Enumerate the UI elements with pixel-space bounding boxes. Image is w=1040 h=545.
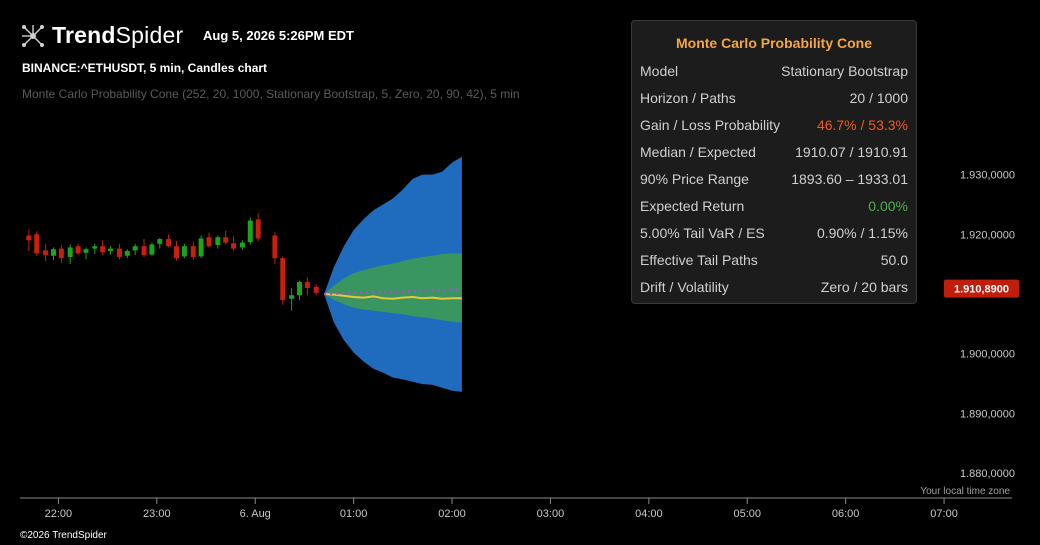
candle-body — [132, 246, 138, 251]
stats-row-label: 5.00% Tail VaR / ES — [640, 225, 765, 241]
candle-body — [272, 235, 278, 259]
x-tick-label: 01:00 — [340, 508, 368, 520]
x-tick-label: 04:00 — [635, 508, 663, 520]
candle-body — [50, 249, 56, 256]
stats-row-value: 1893.60 – 1933.01 — [791, 171, 908, 187]
indicator-line[interactable]: Monte Carlo Probability Cone (252, 20, 1… — [22, 87, 520, 101]
brand-logo: TrendSpider — [20, 22, 183, 49]
x-tick-label: 06:00 — [832, 508, 860, 520]
candle-body — [206, 237, 212, 247]
x-tick-label: 03:00 — [537, 508, 565, 520]
stats-row-label: Drift / Volatility — [640, 279, 729, 295]
candle-body — [34, 234, 40, 254]
x-tick-label: 22:00 — [45, 508, 73, 520]
trendspider-logo-icon — [22, 24, 44, 47]
candle-body — [116, 248, 122, 257]
stats-row: Model Stationary Bootstrap — [640, 58, 908, 85]
stats-row: 5.00% Tail VaR / ES 0.90% / 1.15% — [640, 220, 908, 247]
candle-body — [173, 246, 179, 259]
monte-carlo-stats-panel: Monte Carlo Probability Cone Model Statio… — [631, 20, 917, 304]
stats-row-label: Median / Expected — [640, 144, 756, 160]
candle-body — [255, 219, 261, 239]
stats-rows: Model Stationary Bootstrap Horizon / Paths… — [640, 58, 908, 301]
last-price-label: 1.910,8900 — [954, 284, 1009, 296]
stats-row-value: 46.7% / 53.3% — [816, 117, 908, 133]
brand-name: TrendSpider — [52, 22, 184, 48]
y-tick-label: 1.920,0000 — [960, 229, 1015, 241]
candle-body — [181, 246, 187, 257]
cone-expected-line — [324, 288, 462, 296]
candle-body — [190, 246, 196, 257]
candle-body — [58, 248, 64, 259]
stats-row-value: Zero / 20 bars — [820, 279, 908, 295]
candle-body — [149, 244, 155, 255]
candle-body — [231, 243, 237, 249]
candle-body — [157, 239, 163, 244]
stats-row: Gain / Loss Probability 46.7% / 53.3% — [640, 112, 908, 139]
y-tick-label: 1.900,0000 — [960, 349, 1015, 361]
y-tick-label: 1.880,0000 — [960, 468, 1015, 480]
stats-row: Median / Expected 1910.07 / 1910.91 — [640, 139, 908, 166]
x-tick-label: 05:00 — [733, 508, 761, 520]
stats-row-label: Effective Tail Paths — [640, 252, 758, 268]
candle-body — [280, 258, 286, 300]
candle-body — [141, 246, 147, 256]
candle-body — [124, 250, 130, 256]
stats-row-label: Horizon / Paths — [640, 90, 736, 106]
stats-row-value: 1910.07 / 1910.91 — [795, 144, 908, 160]
y-tick-label: 1.890,0000 — [960, 408, 1015, 420]
candle-body — [239, 242, 245, 248]
stats-row: Effective Tail Paths 50.0 — [640, 247, 908, 274]
candle-body — [43, 250, 49, 256]
candle-body — [289, 295, 295, 299]
candle-body — [83, 249, 89, 253]
stats-row-label: Gain / Loss Probability — [640, 117, 781, 133]
candle-body — [166, 239, 172, 247]
candle-body — [223, 237, 229, 243]
stats-row-value: 50.0 — [880, 252, 908, 268]
x-tick-label: 6. Aug — [240, 508, 271, 520]
timezone-label[interactable]: Your local time zone — [920, 486, 1010, 497]
candle-body — [215, 237, 221, 246]
candle-body — [67, 247, 73, 257]
stats-row-value: 0.00% — [868, 198, 908, 214]
timestamp: Aug 5, 2026 5:26PM EDT — [203, 28, 354, 43]
candle-body — [108, 248, 114, 251]
candle-body — [304, 282, 310, 289]
stats-row: 90% Price Range 1893.60 – 1933.01 — [640, 166, 908, 193]
candle-body — [92, 246, 98, 249]
symbol-line: BINANCE:^ETHUSDT, 5 min, Candles chart — [22, 61, 268, 75]
stats-row-value: Stationary Bootstrap — [781, 63, 908, 79]
cone-inner-band — [324, 253, 462, 323]
candle-body — [75, 246, 81, 254]
candle-body — [26, 235, 32, 241]
candle-body — [313, 286, 319, 293]
candle-body — [198, 238, 204, 257]
copyright: ©2026 TrendSpider — [20, 530, 107, 541]
x-tick-label: 23:00 — [143, 508, 171, 520]
stats-row-value: 20 / 1000 — [849, 90, 908, 106]
candle-body — [100, 246, 106, 253]
x-tick-label: 02:00 — [438, 508, 466, 520]
stats-row: Drift / Volatility Zero / 20 bars — [640, 274, 908, 301]
stats-row-label: Model — [640, 63, 679, 79]
stats-row: Expected Return 0.00% — [640, 193, 908, 220]
stats-row-label: Expected Return — [640, 198, 745, 214]
stats-row: Horizon / Paths 20 / 1000 — [640, 85, 908, 112]
y-tick-label: 1.930,0000 — [960, 170, 1015, 182]
candle-body — [247, 220, 253, 243]
cone-median-line — [324, 293, 462, 300]
stats-row-label: 90% Price Range — [640, 171, 749, 187]
candle-body — [297, 282, 303, 296]
x-tick-label: 07:00 — [930, 508, 958, 520]
last-price-tag — [944, 279, 1019, 298]
panel-title: Monte Carlo Probability Cone — [675, 35, 872, 51]
stats-row-value: 0.90% / 1.15% — [816, 225, 908, 241]
